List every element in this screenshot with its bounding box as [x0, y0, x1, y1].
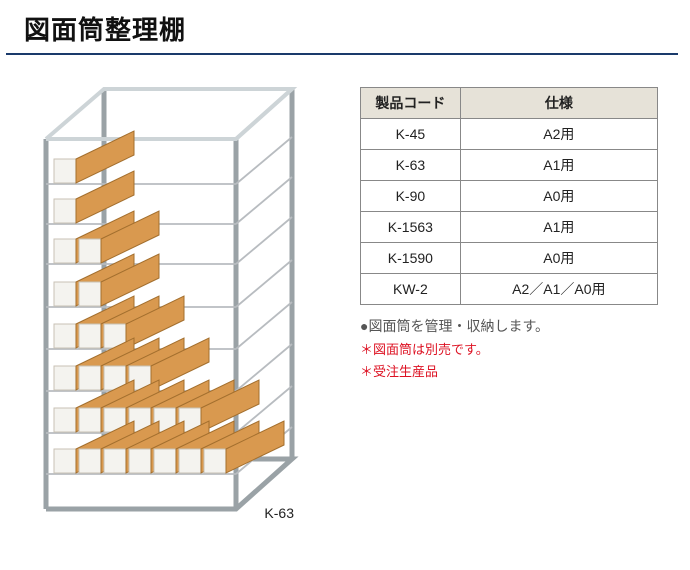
col-header-code: 製品コード: [361, 88, 461, 119]
col-header-spec: 仕様: [460, 88, 657, 119]
notes-block: ●図面筒を管理・収納します。 ＊図面筒は別売です。 ＊受注生産品: [360, 315, 678, 383]
table-row: K-45A2用: [361, 119, 658, 150]
cell-spec: A2／A1／A0用: [460, 274, 657, 305]
table-row: K-1563A1用: [361, 212, 658, 243]
cell-spec: A0用: [460, 243, 657, 274]
page-title: 図面筒整理棚: [24, 10, 678, 47]
note-sold-separately: ＊図面筒は別売です。: [360, 339, 678, 361]
note-made-to-order: ＊受注生産品: [360, 361, 678, 383]
cell-code: K-1563: [361, 212, 461, 243]
cell-code: K-90: [361, 181, 461, 212]
cell-spec: A2用: [460, 119, 657, 150]
image-caption: K-63: [264, 505, 294, 521]
content-area: K-63 製品コード 仕様 K-45A2用K-63A1用K-90A0用K-156…: [0, 55, 690, 519]
cell-code: K-1590: [361, 243, 461, 274]
cell-spec: A1用: [460, 150, 657, 181]
spec-column: 製品コード 仕様 K-45A2用K-63A1用K-90A0用K-1563A1用K…: [354, 69, 678, 519]
title-bar: 図面筒整理棚: [6, 0, 678, 55]
cell-code: K-45: [361, 119, 461, 150]
cell-code: K-63: [361, 150, 461, 181]
table-row: KW-2A2／A1／A0用: [361, 274, 658, 305]
spec-table: 製品コード 仕様 K-45A2用K-63A1用K-90A0用K-1563A1用K…: [360, 87, 658, 305]
rack-illustration: [24, 69, 324, 519]
product-image-column: K-63: [14, 69, 354, 519]
table-row: K-1590A0用: [361, 243, 658, 274]
table-row: K-90A0用: [361, 181, 658, 212]
note-description: ●図面筒を管理・収納します。: [360, 315, 678, 339]
table-row: K-63A1用: [361, 150, 658, 181]
cell-spec: A0用: [460, 181, 657, 212]
table-header-row: 製品コード 仕様: [361, 88, 658, 119]
cell-spec: A1用: [460, 212, 657, 243]
cell-code: KW-2: [361, 274, 461, 305]
